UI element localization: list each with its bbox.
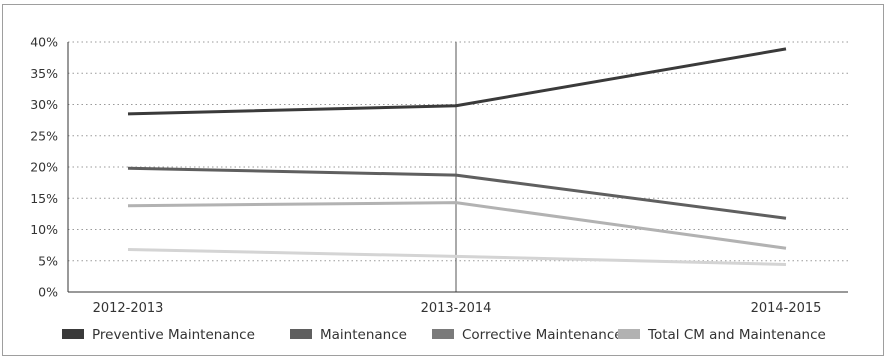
legend-label: Corrective Maintenance — [462, 327, 623, 343]
x-tick-label: 2013-2014 — [421, 301, 492, 316]
series-line-1 — [127, 47, 787, 116]
y-tick-label: 30% — [30, 97, 58, 112]
legend-label: Total CM and Maintenance — [647, 327, 826, 343]
y-tick-label: 5% — [38, 253, 58, 268]
y-tick-label: 10% — [30, 222, 58, 237]
legend-label: Maintenance — [320, 327, 407, 343]
y-tick-label: 35% — [30, 66, 58, 81]
legend-swatch — [432, 329, 454, 339]
y-tick-label: 20% — [30, 160, 58, 175]
x-axis: 2012-2013 2013-2014 2014-2015 — [68, 291, 848, 316]
gridlines — [68, 41, 848, 292]
series-line-3 — [127, 201, 787, 250]
legend-swatch — [62, 329, 84, 339]
legend-label: Preventive Maintenance — [92, 327, 255, 343]
series-line-4 — [127, 248, 787, 266]
series-line-2 — [127, 166, 787, 220]
y-tick-label: 40% — [30, 35, 58, 50]
legend-swatch — [290, 329, 312, 339]
y-axis: 0% 5% 10% 15% 20% 25% 30% 35% 40% — [30, 35, 69, 300]
y-tick-label: 25% — [30, 128, 58, 143]
legend-swatch — [618, 329, 640, 339]
legend: Preventive Maintenance Maintenance Correct… — [62, 327, 826, 343]
x-tick-label: 2014-2015 — [751, 301, 822, 316]
y-tick-label: 15% — [30, 191, 58, 206]
chart-frame — [2, 4, 884, 356]
series-lines — [127, 47, 787, 266]
x-tick-label: 2012-2013 — [93, 301, 164, 316]
y-tick-label: 0% — [38, 285, 58, 300]
